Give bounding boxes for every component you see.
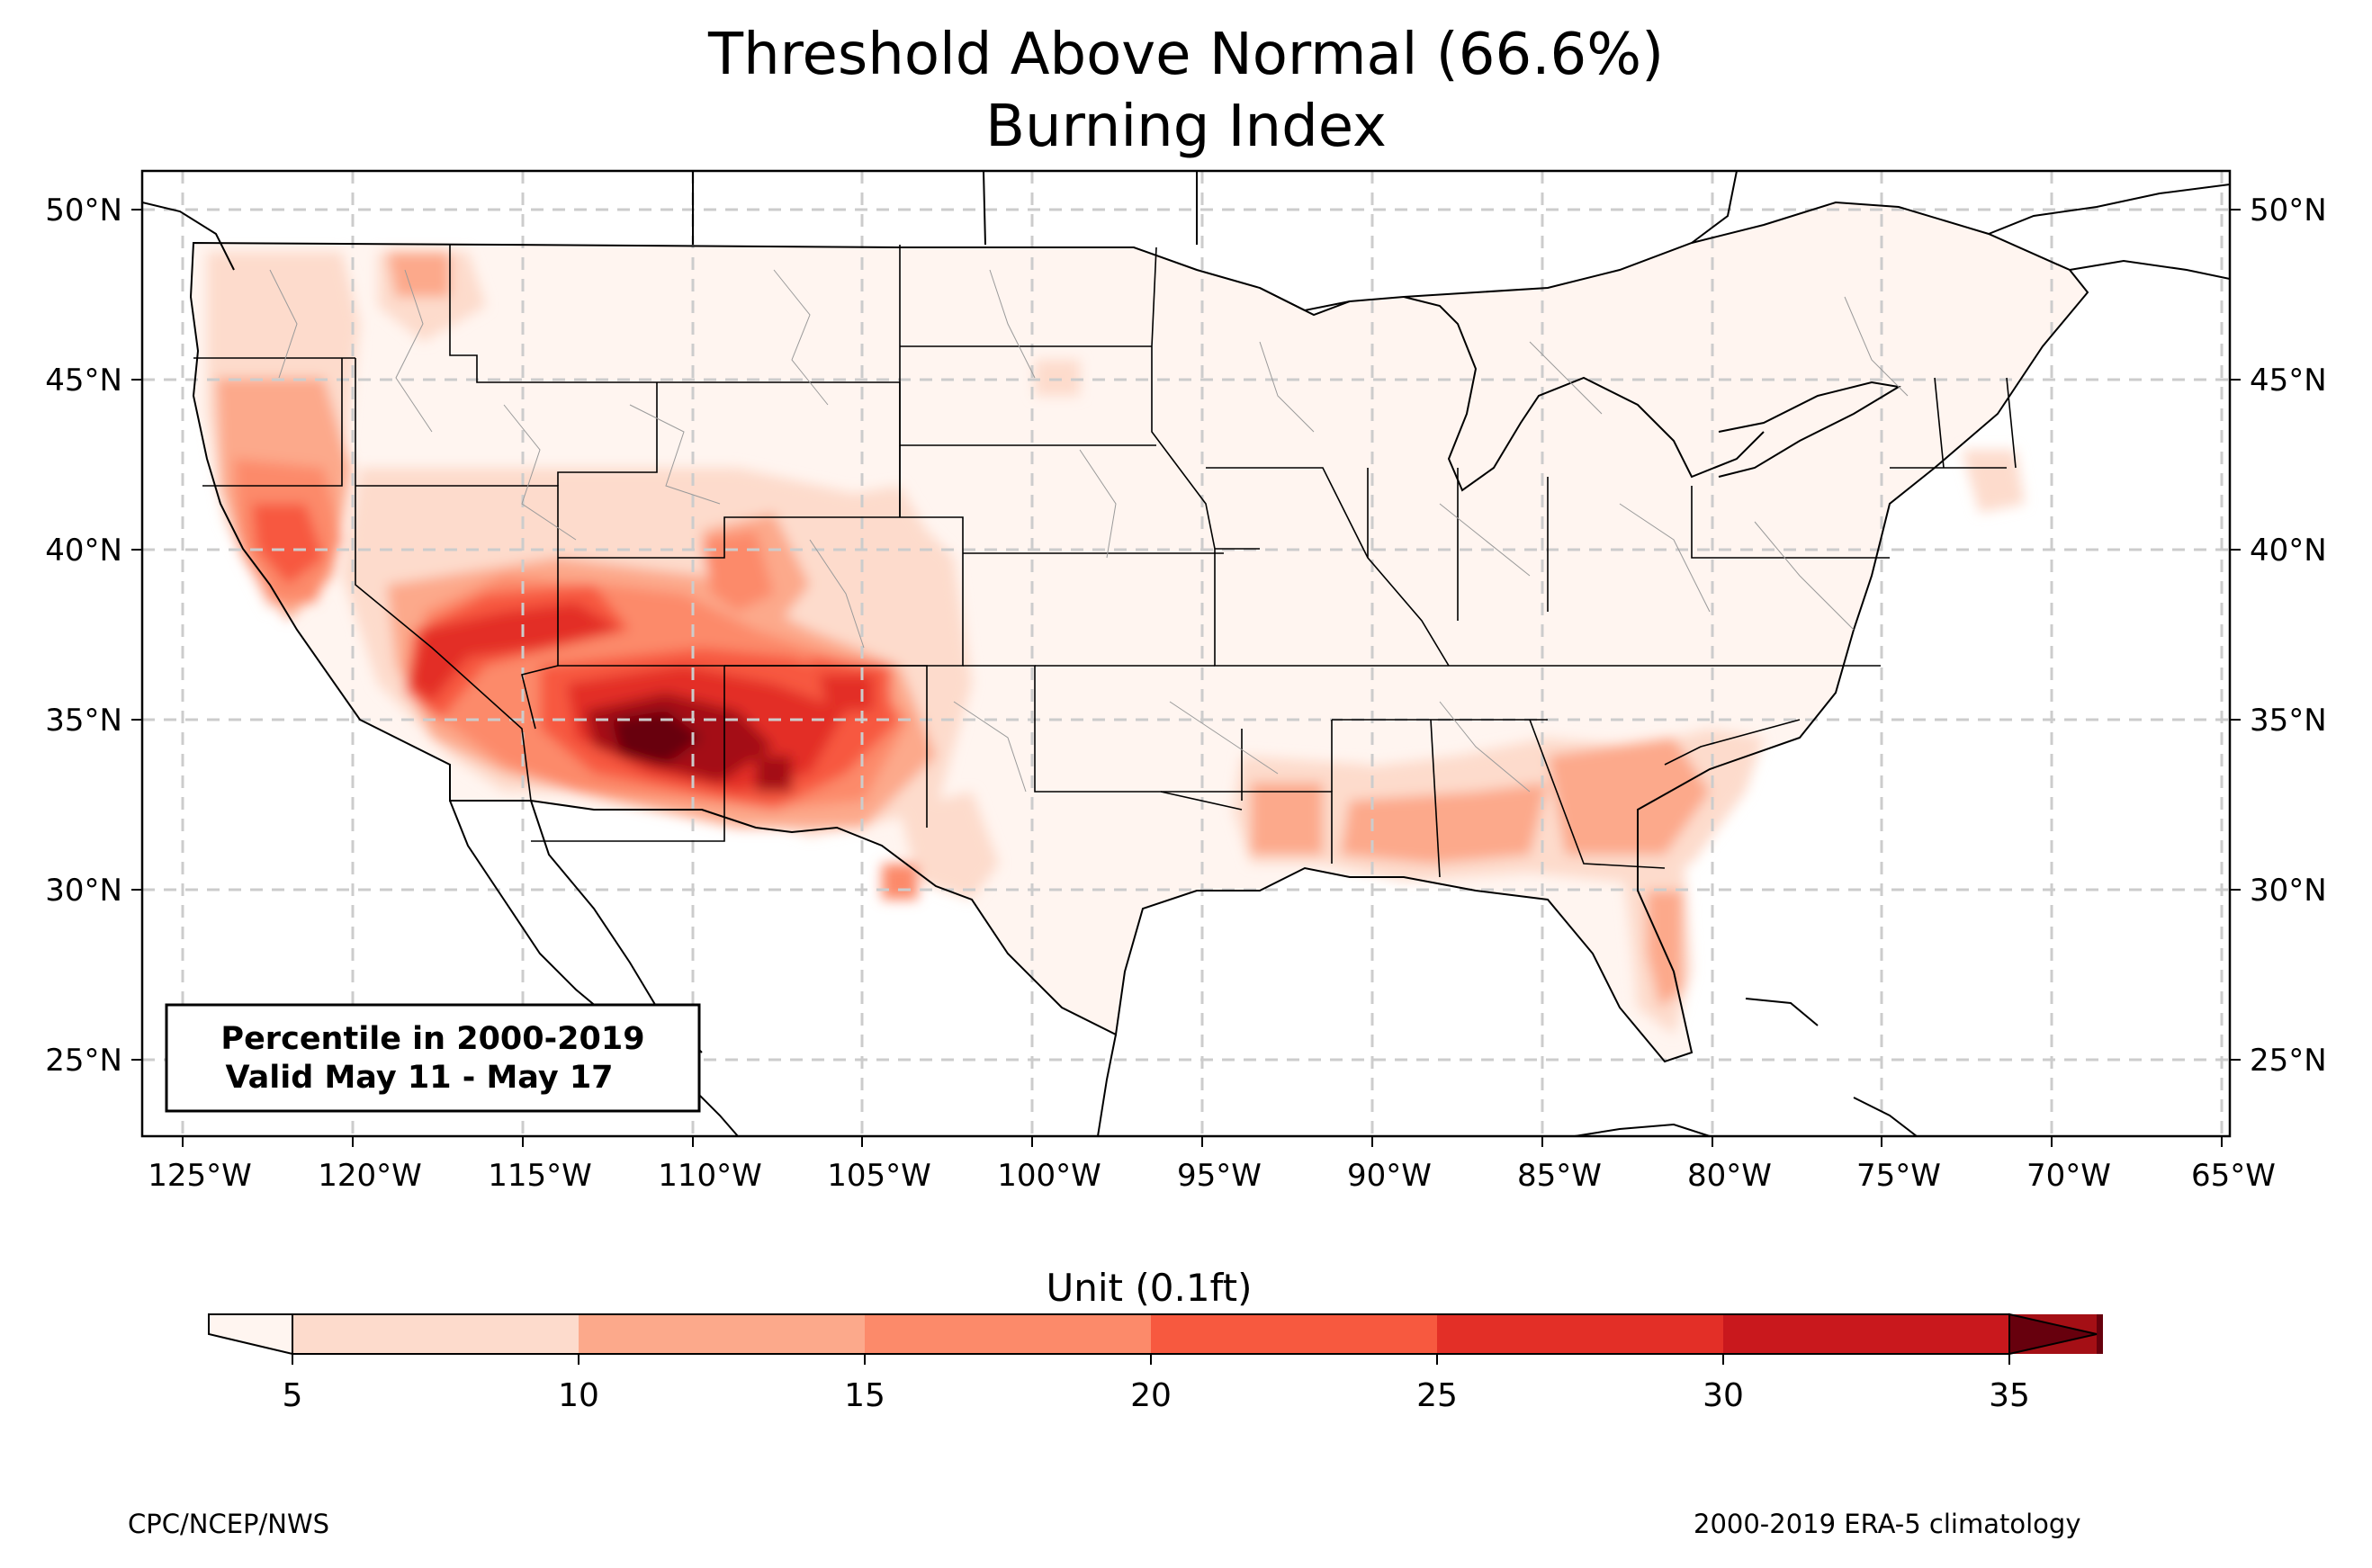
lon-label: 125°W: [148, 1158, 252, 1194]
lon-label: 85°W: [1517, 1158, 1602, 1194]
colorbar-under-arrow: [208, 1313, 293, 1356]
colorbar-segment: [1723, 1314, 2009, 1354]
map-subtitle: Burning Index: [985, 94, 1387, 160]
colorbar-tick: 15: [844, 1377, 885, 1414]
lon-labels: 125°W 120°W 115°W 110°W 105°W 100°W 95°W…: [148, 1158, 2276, 1194]
lat-label: 30°N: [45, 873, 122, 909]
lat-label: 30°N: [2250, 873, 2327, 909]
lon-label: 120°W: [318, 1158, 422, 1194]
lat-labels-left: 50°N 45°N 40°N 35°N 30°N 25°N: [45, 193, 122, 1079]
lat-label: 35°N: [45, 703, 122, 739]
lon-label: 65°W: [2191, 1158, 2276, 1194]
lat-label: 45°N: [45, 363, 122, 399]
lat-labels-right: 50°N 45°N 40°N 35°N 30°N 25°N: [2250, 193, 2327, 1079]
colorbar-tick: 5: [283, 1377, 303, 1414]
lon-label: 95°W: [1177, 1158, 1262, 1194]
us-outline: [189, 201, 2089, 1063]
lat-label: 25°N: [2250, 1043, 2327, 1079]
colorbar-label: Unit (0.1ft): [1047, 1266, 1253, 1310]
map-frame: [140, 169, 2232, 1138]
colorbar-tick: 25: [1416, 1377, 1458, 1414]
colorbar-tick: 20: [1130, 1377, 1172, 1414]
footer-right: 2000-2019 ERA-5 climatology: [1694, 1509, 2081, 1539]
info-line-2: Valid May 11 - May 17: [225, 1060, 613, 1096]
county-lines: [269, 269, 1909, 793]
lon-label: 80°W: [1687, 1158, 1772, 1194]
lat-label: 50°N: [45, 193, 122, 228]
info-line-1: Percentile in 2000-2019: [220, 1021, 644, 1057]
lon-label: 110°W: [658, 1158, 762, 1194]
colorbar-segment: [579, 1314, 865, 1354]
colorbar-tick: 10: [558, 1377, 599, 1414]
lon-label: 100°W: [997, 1158, 1101, 1194]
map-title: Threshold Above Normal (66.6%): [707, 22, 1665, 88]
lon-label: 70°W: [2026, 1158, 2111, 1194]
lon-label: 115°W: [488, 1158, 592, 1194]
lat-label: 35°N: [2250, 703, 2327, 739]
footer-left: CPC/NCEP/NWS: [128, 1509, 330, 1539]
state-borders: [193, 245, 2017, 878]
colorbar-segment: [292, 1314, 579, 1354]
colorbar: 5 10 15 20 25 30 35: [208, 1313, 2103, 1414]
lat-label: 25°N: [45, 1043, 122, 1079]
lat-label: 40°N: [45, 533, 122, 569]
info-box: Percentile in 2000-2019 Valid May 11 - M…: [165, 1003, 701, 1113]
colorbar-segment: [865, 1314, 1151, 1354]
colorbar-segment: [1151, 1314, 1437, 1354]
colorbar-segment: [1437, 1314, 1723, 1354]
axis-ticks: [131, 209, 2241, 1147]
lon-label: 75°W: [1856, 1158, 1941, 1194]
lon-label: 90°W: [1347, 1158, 1432, 1194]
colorbar-tick: 30: [1703, 1377, 1744, 1414]
lat-label: 45°N: [2250, 363, 2327, 399]
colorbar-tick: 35: [1989, 1377, 2030, 1414]
lat-label: 40°N: [2250, 533, 2327, 569]
lon-label: 105°W: [827, 1158, 931, 1194]
lat-label: 50°N: [2250, 193, 2327, 228]
